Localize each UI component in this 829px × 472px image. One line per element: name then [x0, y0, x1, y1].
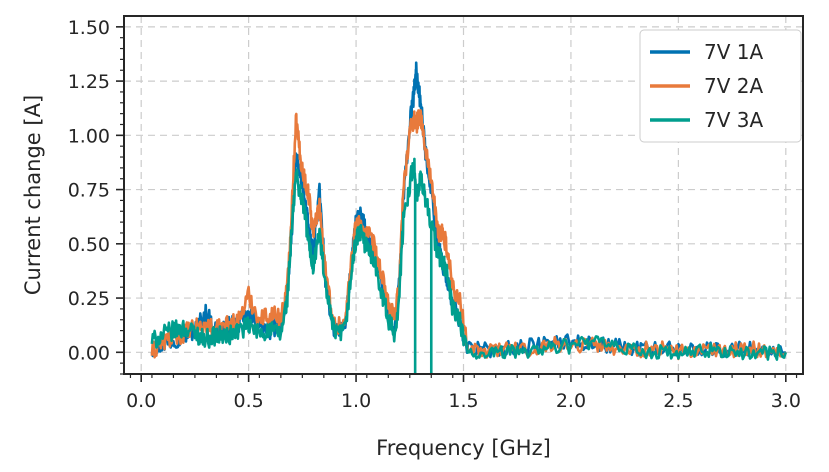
y-tick-label: 0.25 — [68, 288, 110, 310]
legend: 7V 1A 7V 2A 7V 3A — [639, 29, 802, 143]
x-tick-label: 2.0 — [556, 390, 586, 412]
legend-box — [639, 29, 802, 143]
axis-ticks: 0.0 0.5 1.0 1.5 2.0 2.5 3.0 0.00 0.25 0.50 0.75 1.0… — [68, 17, 801, 412]
x-axis-label: Frequency [GHz] — [376, 436, 551, 460]
x-tick-label: 0.5 — [234, 390, 264, 412]
legend-label-7v-3a: 7V 3A — [704, 108, 763, 132]
y-tick-label: 1.00 — [68, 125, 110, 147]
y-tick-label: 0.75 — [68, 180, 110, 202]
y-tick-label: 0.50 — [68, 234, 110, 256]
x-tick-label: 0.0 — [126, 390, 156, 412]
y-tick-label: 1.25 — [68, 71, 110, 93]
legend-label-7v-2a: 7V 2A — [704, 74, 763, 98]
x-tick-label: 1.5 — [448, 390, 478, 412]
series-line-7v-3a — [150, 157, 788, 361]
legend-label-7v-1a: 7V 1A — [704, 40, 763, 64]
y-tick-label: 0.00 — [68, 342, 110, 364]
x-tick-label: 1.0 — [341, 390, 371, 412]
y-tick-label: 1.50 — [68, 17, 110, 39]
plot-frame — [123, 15, 804, 375]
y-axis-label: Current change [A] — [21, 95, 45, 295]
x-tick-label: 3.0 — [771, 390, 801, 412]
series-lines — [150, 61, 788, 374]
x-tick-label: 2.5 — [663, 390, 693, 412]
